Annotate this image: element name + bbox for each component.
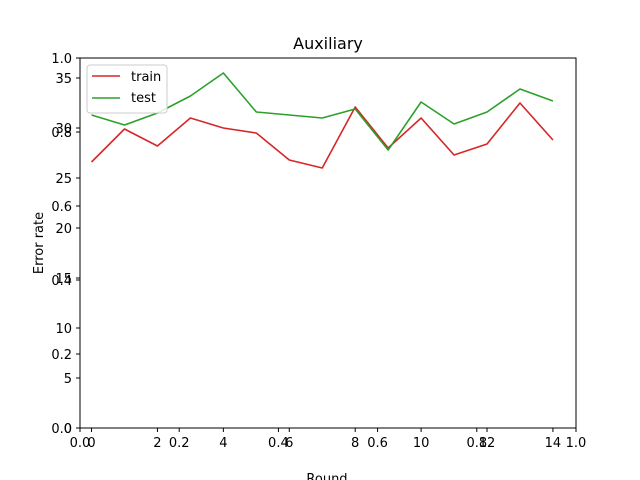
y-axis-label: Error rate [32, 212, 47, 274]
y-tick-label: 5 [64, 372, 72, 387]
overlay-x-tick-label: 0.2 [169, 436, 190, 451]
y-tick-label: 35 [55, 72, 72, 87]
x-tick-label: 10 [413, 436, 430, 451]
x-tick-label: 2 [153, 436, 161, 451]
overlay-x-tick-label: 0.4 [268, 436, 289, 451]
x-tick-label: 0 [87, 436, 95, 451]
overlay-x-tick-label: 0.0 [70, 436, 91, 451]
overlay-y-tick-label: 0.6 [51, 200, 72, 215]
overlay-x-tick-label: 0.6 [367, 436, 388, 451]
y-tick-label: 0 [64, 422, 72, 437]
overlay-y-tick-label: 0.2 [51, 348, 72, 363]
x-tick-label: 14 [545, 436, 562, 451]
y-tick-label: 25 [55, 172, 72, 187]
x-tick-label: 8 [351, 436, 359, 451]
x-axis-label: Round [306, 472, 347, 480]
overlay-y-tick-label: 0.8 [51, 126, 72, 141]
overlay-y-tick-label: 0.4 [51, 274, 72, 289]
axes-frame [79, 57, 577, 429]
y-tick-label: 30 [55, 122, 72, 137]
legend-label-test: test [131, 91, 156, 106]
x-tick-label: 12 [479, 436, 496, 451]
overlay-x-tick-label: 1.0 [566, 436, 587, 451]
overlay-x-tick-label: 0.8 [466, 436, 487, 451]
series-line-train [90, 102, 554, 169]
legend-label-train: train [131, 70, 161, 85]
y-tick-label: 10 [55, 322, 72, 337]
series-line-test [91, 72, 554, 151]
y-tick-label: 15 [55, 272, 72, 287]
legend-box [86, 64, 168, 114]
x-tick-label: 6 [285, 436, 293, 451]
x-tick-label: 4 [219, 436, 227, 451]
overlay-y-tick-label: 1.0 [51, 52, 72, 67]
chart-title: Auxiliary [293, 34, 363, 53]
y-tick-label: 20 [55, 222, 72, 237]
legend: train test [86, 64, 168, 114]
overlay-y-tick-label: 0.0 [51, 422, 72, 437]
plot-area: 0.00.0 0.2 0.2 0.4 0.4 0.6 0.6 0.8 0.8 1.0 1.0 0 2 4 6… [51, 52, 586, 451]
